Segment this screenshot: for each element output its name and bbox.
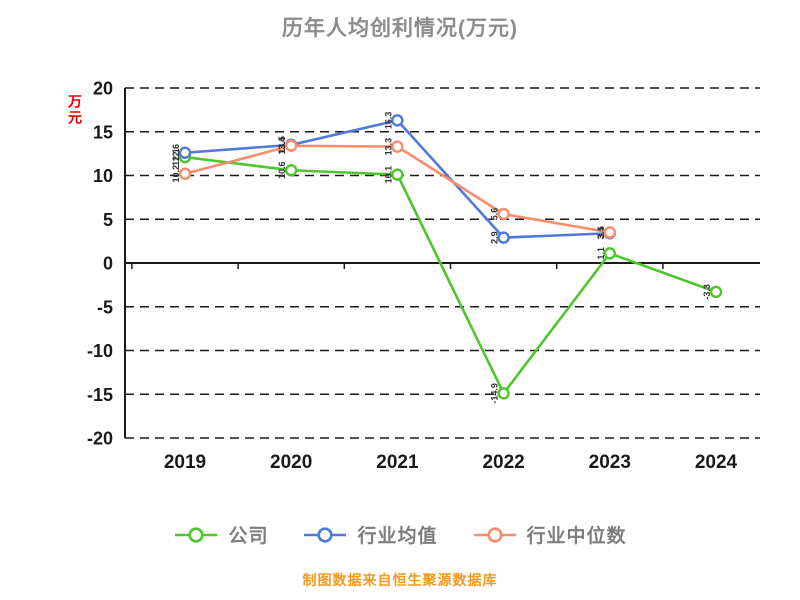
legend-marker-industry-avg: [304, 526, 347, 543]
legend: 公司 行业均值 行业中位数: [0, 521, 800, 548]
data-point-label: -14.9: [490, 383, 500, 404]
data-point-label: 5.6: [490, 208, 500, 221]
series-company: 12.1 10.6 10.1 -14.9 1.1 -3.3: [171, 148, 723, 404]
legend-label-company: 公司: [228, 526, 269, 547]
data-point-label: 12.1: [171, 148, 181, 166]
data-point-label: 12.6: [171, 144, 181, 162]
data-point-label: 3.4: [596, 227, 606, 240]
data-point-label: 3.5: [596, 226, 606, 239]
legend-item-industry-avg: 行业均值: [302, 521, 437, 548]
data-point-label: 2.9: [490, 231, 500, 244]
x-tick-label: 2021: [376, 452, 419, 473]
x-tick-label: 2020: [270, 452, 312, 473]
legend-label-industry-avg: 行业均值: [357, 526, 438, 547]
y-tick-label: -10: [87, 341, 113, 361]
y-tick-label: 0: [103, 254, 113, 274]
y-tick-label: 20: [93, 79, 113, 99]
data-point-label: 10.2: [171, 165, 181, 183]
data-point: [285, 164, 298, 177]
y-tick-label: 5: [103, 210, 113, 230]
legend-item-industry-median: 行业中位数: [472, 521, 627, 548]
data-point-label: 13.5: [277, 136, 287, 154]
data-point: [391, 168, 404, 181]
data-point-label: 1.1: [596, 247, 606, 260]
data-point: [178, 167, 192, 180]
legend-marker-company: [175, 526, 218, 543]
data-point: [709, 285, 723, 299]
data-point: [497, 207, 510, 221]
series-industry-median: 10.2 13.4 13.3 5.6 3.5: [171, 137, 616, 239]
chart-title: 历年人均创利情况(万元): [282, 17, 518, 40]
legend-label-industry-median: 行业中位数: [526, 526, 627, 547]
data-source-note: 制图数据来自恒生聚源数据库: [302, 572, 498, 588]
data-point: [497, 231, 510, 244]
data-point-label: 13.3: [383, 138, 393, 156]
y-tick-label: 10: [93, 166, 113, 186]
y-tick-label: 15: [93, 122, 113, 142]
data-point: [391, 140, 404, 153]
y-tick-label: -15: [87, 385, 113, 405]
data-point: [391, 114, 404, 127]
x-tick-label: 2024: [695, 452, 738, 473]
data-point: [603, 247, 616, 260]
data-point-label: -3.3: [702, 284, 712, 300]
legend-item-company: 公司: [173, 521, 268, 548]
data-point: [497, 387, 510, 400]
data-point: [285, 139, 298, 152]
data-point-label: 16.3: [383, 112, 393, 130]
x-tick-label: 2022: [482, 452, 524, 473]
x-tick-label: 2019: [164, 452, 206, 473]
y-tick-label: -5: [97, 297, 113, 317]
y-axis-unit-label: 万元: [67, 94, 83, 126]
series-line: [183, 155, 718, 395]
y-tick-label: -20: [87, 429, 113, 449]
legend-marker-industry-median: [473, 526, 516, 543]
data-point: [603, 226, 616, 239]
data-point: [178, 146, 192, 159]
data-point-label: 10.1: [383, 166, 393, 184]
data-point-label: 13.4: [277, 137, 287, 155]
data-point-label: 10.6: [277, 161, 287, 179]
x-tick-label: 2023: [589, 452, 631, 473]
